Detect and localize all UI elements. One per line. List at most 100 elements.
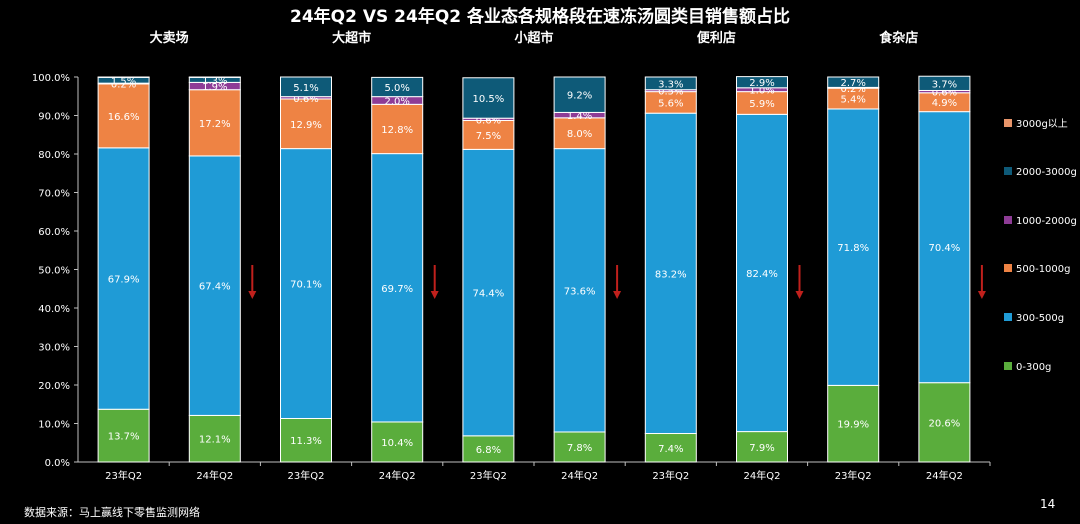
legend-swatch xyxy=(1004,167,1012,175)
data-label: 0.2% xyxy=(840,84,865,95)
data-label: 0.6% xyxy=(476,115,501,126)
x-tick-label: 23年Q2 xyxy=(105,469,142,482)
legend-label: 500-1000g xyxy=(1016,264,1071,275)
bar-0-300g-0 xyxy=(97,408,150,463)
y-tick-label: 60.0% xyxy=(38,227,70,238)
bar-0-300g-8 xyxy=(827,384,880,463)
y-tick-label: 80.0% xyxy=(38,150,70,161)
data-label: 12.9% xyxy=(290,120,322,131)
data-label: 82.4% xyxy=(746,269,778,280)
data-label: 67.4% xyxy=(199,282,231,293)
data-label: 4.9% xyxy=(932,98,957,109)
down-arrow-head-icon xyxy=(795,291,804,299)
bar-2000-3000g-3 xyxy=(371,76,424,98)
legend-swatch xyxy=(1004,119,1012,127)
data-label: 70.4% xyxy=(929,243,961,254)
data-label: 12.1% xyxy=(199,435,231,446)
bar-0-300g-2 xyxy=(280,417,332,463)
data-label: 10.5% xyxy=(473,94,505,105)
data-label: 1.9% xyxy=(202,82,227,93)
data-label: 0.6% xyxy=(932,88,957,99)
data-label: 10.4% xyxy=(381,438,413,449)
y-tick-label: 0.0% xyxy=(45,458,70,469)
bar-2000-3000g-6 xyxy=(644,76,697,91)
legend-swatch xyxy=(1004,264,1012,272)
data-label: 1.4% xyxy=(567,111,592,122)
data-label: 16.6% xyxy=(108,112,140,123)
y-tick-label: 10.0% xyxy=(38,420,70,431)
bar-300-500g-1 xyxy=(188,155,241,416)
data-label: 5.4% xyxy=(840,95,865,106)
bar-0-300g-1 xyxy=(188,414,241,463)
legend-swatch xyxy=(1004,313,1012,321)
bar-300-500g-2 xyxy=(280,148,332,419)
data-label: 7.4% xyxy=(658,444,683,455)
y-tick-label: 70.0% xyxy=(38,189,70,200)
data-label: 19.9% xyxy=(837,420,869,431)
legend-swatch xyxy=(1004,216,1012,224)
down-arrow-head-icon xyxy=(248,291,257,299)
down-arrow-head-icon xyxy=(430,291,439,299)
bar-0-300g-4 xyxy=(462,435,515,463)
bar-2000-3000g-4 xyxy=(462,77,515,119)
bar-0-300g-9 xyxy=(918,382,971,463)
data-label: 13.7% xyxy=(108,432,140,443)
bar-2000-3000g-7 xyxy=(736,76,788,89)
x-tick-label: 24年Q2 xyxy=(561,469,598,482)
data-label: 11.3% xyxy=(290,436,322,447)
bar-300-500g-7 xyxy=(736,113,788,433)
group-label: 食杂店 xyxy=(879,31,919,46)
data-label: 9.2% xyxy=(567,91,592,102)
bar-0-300g-3 xyxy=(371,421,424,463)
data-label: 5.1% xyxy=(293,83,318,94)
bar-500-1000g-1 xyxy=(188,89,241,157)
group-label: 小超市 xyxy=(514,31,554,46)
data-label: 2.0% xyxy=(384,96,409,107)
y-tick-label: 30.0% xyxy=(38,343,70,354)
bar-300-500g-5 xyxy=(553,148,606,433)
data-label: 83.2% xyxy=(655,269,687,280)
x-tick-label: 23年Q2 xyxy=(288,469,325,482)
bar-300-500g-0 xyxy=(97,147,150,410)
data-label: 6.8% xyxy=(476,445,501,456)
data-label: 69.7% xyxy=(381,284,413,295)
y-tick-label: 20.0% xyxy=(38,381,70,392)
data-label: 7.9% xyxy=(749,443,774,454)
data-label: 71.8% xyxy=(837,243,869,254)
chart-title: 24年Q2 VS 24年Q2 各业态各规格段在速冻汤圆类目销售额占比 xyxy=(289,7,791,27)
page-number: 14 xyxy=(1040,497,1056,511)
group-label: 大超市 xyxy=(332,31,372,46)
bar-2000-3000g-5 xyxy=(553,76,606,113)
data-label: 5.9% xyxy=(749,99,774,110)
x-tick-label: 24年Q2 xyxy=(926,469,963,482)
legend-label: 0-300g xyxy=(1016,362,1051,373)
bar-2000-3000g-8 xyxy=(827,76,880,88)
data-label: 1.0% xyxy=(749,86,774,97)
bar-2000-3000g-2 xyxy=(280,76,332,98)
bar-300-500g-6 xyxy=(644,112,697,435)
data-label: 7.8% xyxy=(567,443,592,454)
y-tick-label: 100.0% xyxy=(32,73,70,84)
x-tick-label: 24年Q2 xyxy=(379,469,416,482)
group-label: 便利店 xyxy=(696,31,736,46)
bar-500-1000g-0 xyxy=(97,83,150,149)
data-label: 1.5% xyxy=(111,76,136,87)
x-tick-label: 23年Q2 xyxy=(835,469,872,482)
bar-300-500g-8 xyxy=(827,108,880,386)
x-tick-label: 23年Q2 xyxy=(470,469,507,482)
data-label: 0.6% xyxy=(293,94,318,105)
data-label: 0.5% xyxy=(658,87,683,98)
data-label: 5.0% xyxy=(384,83,409,94)
y-tick-label: 50.0% xyxy=(38,266,70,277)
legend-label: 2000-3000g xyxy=(1016,167,1077,178)
data-label: 1.3% xyxy=(202,76,227,87)
bar-300-500g-3 xyxy=(371,153,424,423)
bar-300-500g-9 xyxy=(918,111,971,384)
down-arrow-head-icon xyxy=(613,291,622,299)
x-tick-label: 23年Q2 xyxy=(652,469,689,482)
data-label: 3.3% xyxy=(658,79,683,90)
group-label: 大卖场 xyxy=(149,31,189,46)
down-arrow-head-icon xyxy=(977,291,986,299)
data-label: 17.2% xyxy=(199,119,231,130)
